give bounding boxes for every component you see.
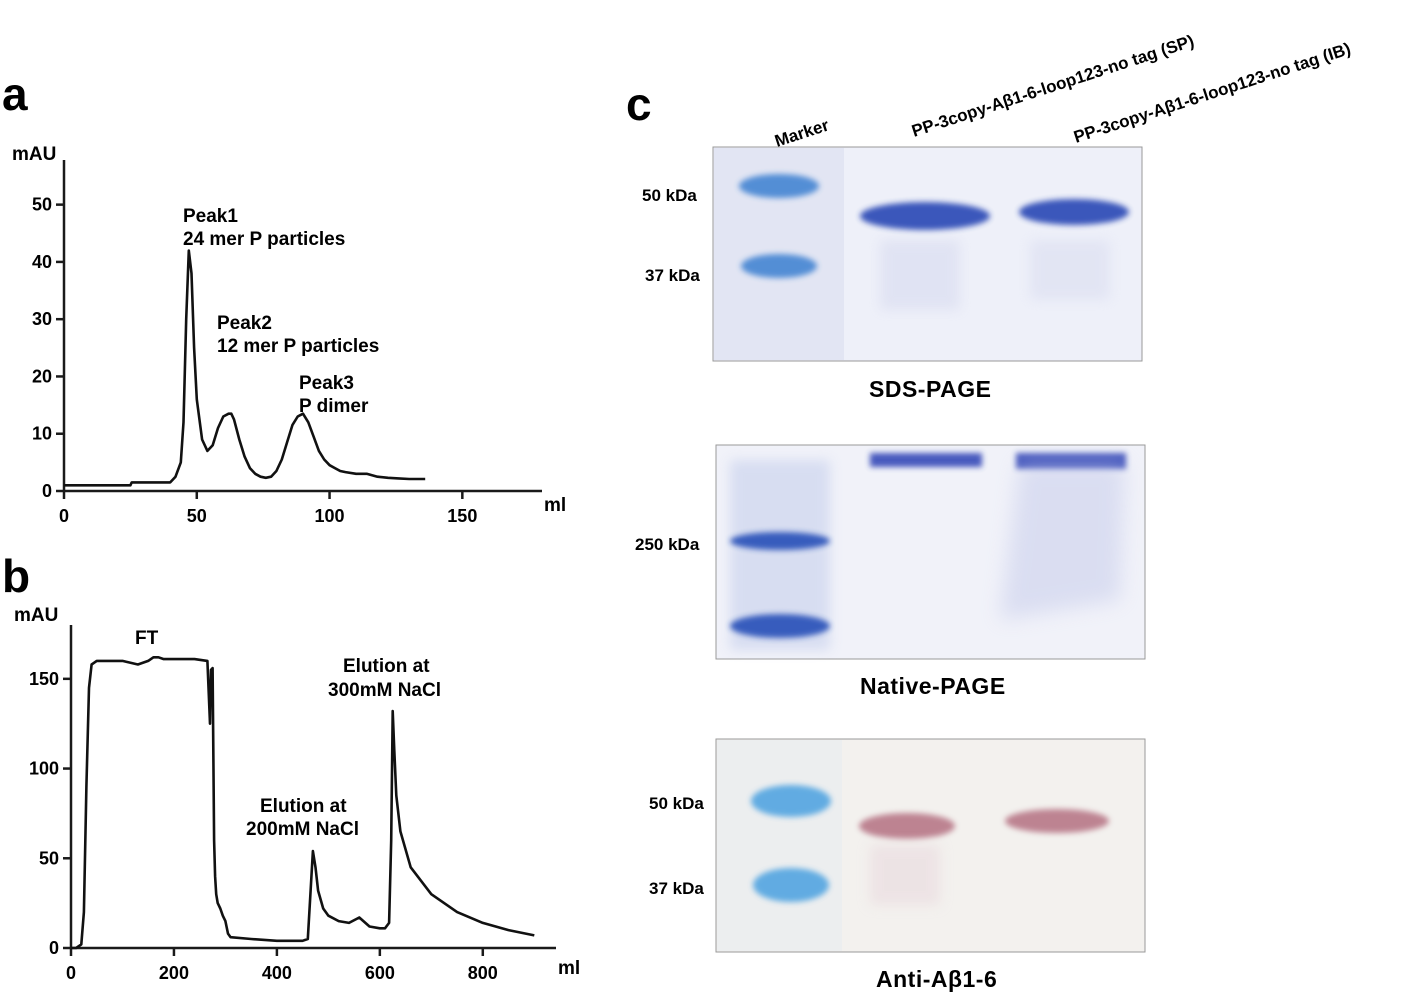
gel-native-page: 250 kDa Native-PAGE xyxy=(635,444,1146,699)
peak1-label: Peak1 xyxy=(183,206,238,227)
panel-b-x-tick-label: 200 xyxy=(159,963,189,983)
panel-b-letter: b xyxy=(2,550,30,602)
panel-b-axes xyxy=(69,625,556,950)
sds-page-title: SDS-PAGE xyxy=(869,376,991,402)
panel-a-y-tick-label: 40 xyxy=(32,252,52,272)
panel-a-x-tick-label: 50 xyxy=(187,506,207,526)
lane-label-marker: Marker xyxy=(772,115,831,150)
sds-page-ib-band xyxy=(1019,199,1129,225)
anti-abeta-marker-band-50 xyxy=(751,785,831,817)
anti-abeta-mw-37: 37 kDa xyxy=(649,879,704,898)
native-page-title: Native-PAGE xyxy=(860,673,1006,699)
panel-c-letter: c xyxy=(626,78,652,130)
panel-b-trace xyxy=(71,656,535,950)
native-page-ib-smear xyxy=(1000,462,1125,620)
peak1-description: 24 mer P particles xyxy=(183,229,345,250)
sds-page-mw-50: 50 kDa xyxy=(642,186,697,205)
panel-b: b mAU 0 50 100 150 0 200 400 600 800 ml FT Elut… xyxy=(2,550,580,983)
panel-b-ylabel: mAU xyxy=(14,605,58,626)
panel-a: a mAU 0 10 20 30 40 50 0 50 100 150 ml Peak1 24 … xyxy=(2,68,566,526)
panel-a-y-ticks: 0 10 20 30 40 50 xyxy=(32,195,64,501)
anti-abeta-left-tint xyxy=(717,740,842,951)
panel-b-y-tick-label: 0 xyxy=(49,938,59,958)
panel-c: c Marker PP-3copy-Aβ1-6-loop123-no tag (… xyxy=(626,31,1353,992)
lane-label-ib: PP-3copy-Aβ1-6-loop123-no tag (IB) xyxy=(1071,39,1353,147)
panel-b-y-tick-label: 150 xyxy=(29,669,59,689)
anti-abeta-sp-smear xyxy=(870,845,940,905)
panel-a-x-tick-label: 100 xyxy=(315,506,345,526)
gel-anti-abeta: 50 kDa 37 kDa Anti-Aβ1-6 xyxy=(649,738,1146,992)
peak2-description: 12 mer P particles xyxy=(217,336,379,357)
native-page-mw-250: 250 kDa xyxy=(635,535,700,554)
anti-abeta-sp-band xyxy=(859,813,955,839)
sds-page-sp-smear xyxy=(880,240,960,310)
elution-200-line1: Elution at xyxy=(260,796,347,817)
elution-300-line1: Elution at xyxy=(343,656,430,677)
sds-page-ib-smear xyxy=(1030,240,1110,300)
panel-b-y-tick-label: 50 xyxy=(39,848,59,868)
native-page-sp-band xyxy=(870,453,982,467)
sds-page-mw-37: 37 kDa xyxy=(645,266,700,285)
panel-a-axes xyxy=(62,160,542,493)
panel-b-y-ticks: 0 50 100 150 xyxy=(29,669,71,958)
panel-a-trace xyxy=(64,249,426,487)
panel-a-y-tick-label: 10 xyxy=(32,424,52,444)
panel-a-x-tick-label: 0 xyxy=(59,506,69,526)
anti-abeta-mw-50: 50 kDa xyxy=(649,794,704,813)
panel-a-xlabel: ml xyxy=(544,495,566,516)
anti-abeta-ib-band xyxy=(1005,809,1109,833)
panel-b-annotations: FT Elution at 200mM NaCl Elution at 300m… xyxy=(135,628,441,840)
sds-page-marker-band-37 xyxy=(741,254,817,278)
panel-a-x-tick-label: 150 xyxy=(447,506,477,526)
panel-a-x-ticks: 0 50 100 150 xyxy=(59,491,477,526)
lane-label-sp: PP-3copy-Aβ1-6-loop123-no tag (SP) xyxy=(909,31,1196,140)
native-page-marker-band-low xyxy=(730,614,830,638)
panel-a-ylabel: mAU xyxy=(12,144,56,165)
elution-300-line2: 300mM NaCl xyxy=(328,680,441,701)
native-page-marker-band-250 xyxy=(730,532,830,550)
elution-200-line2: 200mM NaCl xyxy=(246,819,359,840)
panel-a-letter: a xyxy=(2,68,28,120)
panel-a-y-tick-label: 30 xyxy=(32,309,52,329)
peak3-description: P dimer xyxy=(299,396,369,417)
panel-a-y-tick-label: 50 xyxy=(32,195,52,215)
anti-abeta-title: Anti-Aβ1-6 xyxy=(876,966,997,992)
panel-b-x-tick-label: 800 xyxy=(468,963,498,983)
anti-abeta-marker-band-37 xyxy=(753,868,829,902)
panel-a-y-tick-label: 0 xyxy=(42,481,52,501)
sds-page-sp-band xyxy=(860,202,990,230)
panel-a-annotations: Peak1 24 mer P particles Peak2 12 mer P … xyxy=(183,206,379,417)
sds-page-marker-band-50 xyxy=(739,174,819,198)
panel-b-x-tick-label: 0 xyxy=(66,963,76,983)
gel-sds-page: 50 kDa 37 kDa SDS-PAGE xyxy=(642,146,1143,402)
panel-b-x-tick-label: 600 xyxy=(365,963,395,983)
ft-label: FT xyxy=(135,628,159,649)
panel-a-y-tick-label: 20 xyxy=(32,366,52,386)
peak2-label: Peak2 xyxy=(217,313,272,334)
panel-b-y-tick-label: 100 xyxy=(29,759,59,779)
peak3-label: Peak3 xyxy=(299,373,354,394)
panel-b-xlabel: ml xyxy=(558,958,580,979)
panel-b-x-tick-label: 400 xyxy=(262,963,292,983)
panel-b-x-ticks: 0 200 400 600 800 xyxy=(66,948,498,983)
